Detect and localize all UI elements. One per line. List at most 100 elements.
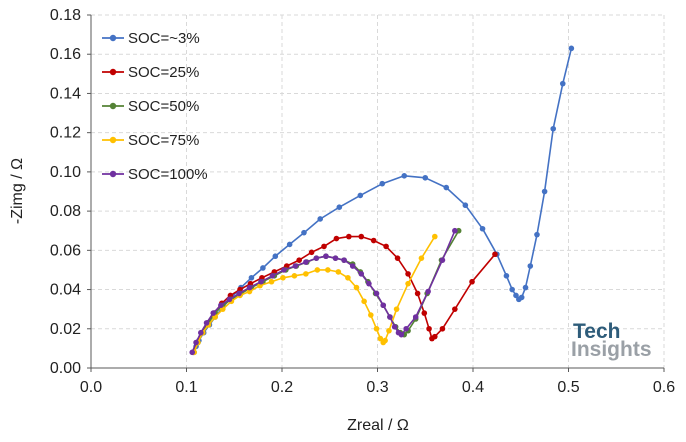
data-point <box>198 329 204 336</box>
logo-insights-text: Insights <box>571 338 652 361</box>
series-layer <box>189 45 575 356</box>
data-point <box>358 233 365 240</box>
data-point <box>403 325 409 332</box>
data-point <box>296 257 302 263</box>
techinsights-logo: Tech Insights <box>571 320 652 361</box>
data-point <box>452 306 458 312</box>
y-tick-label: 0.10 <box>50 164 81 181</box>
data-point <box>272 253 279 260</box>
x-tick-label: 0.3 <box>366 379 388 396</box>
data-point <box>268 278 275 285</box>
data-point <box>414 290 421 297</box>
data-point <box>379 180 386 187</box>
data-point <box>550 125 557 132</box>
logo-tech-text: Tech <box>573 320 620 343</box>
x-tick-label: 0.0 <box>80 379 102 396</box>
data-point <box>522 284 529 291</box>
data-point <box>568 45 575 52</box>
series-5 <box>189 227 458 356</box>
data-point <box>422 174 429 181</box>
data-point <box>358 271 365 277</box>
data-point <box>386 327 392 334</box>
data-point <box>269 273 276 279</box>
legend-label: SOC=100% <box>128 166 208 183</box>
y-tick-label: 0.12 <box>50 125 81 142</box>
data-point <box>462 202 469 209</box>
y-tick-label: 0.14 <box>50 85 81 102</box>
data-point <box>469 278 475 285</box>
data-point <box>281 267 287 273</box>
data-point <box>361 298 367 305</box>
x-tick-label: 0.4 <box>462 379 484 396</box>
data-point <box>325 267 331 273</box>
data-point <box>366 280 372 287</box>
legend-marker <box>109 34 117 42</box>
x-tick-label: 0.1 <box>175 379 197 396</box>
legend-entry: SOC=100% <box>102 166 208 183</box>
data-point <box>373 290 380 297</box>
series-4 <box>191 233 438 356</box>
data-point <box>303 259 309 265</box>
data-point <box>439 257 446 263</box>
data-point <box>394 255 401 261</box>
data-point <box>393 306 400 312</box>
legend-entry: SOC=50% <box>102 98 199 115</box>
data-point <box>286 241 293 248</box>
data-point <box>405 271 411 277</box>
data-point <box>323 253 329 260</box>
data-point <box>357 192 364 199</box>
data-point <box>383 243 389 250</box>
legend-marker <box>109 68 117 76</box>
data-point <box>313 255 320 261</box>
data-point <box>258 278 264 285</box>
data-point <box>321 243 327 250</box>
data-point <box>513 292 519 299</box>
data-point <box>426 325 432 332</box>
data-point <box>370 237 377 244</box>
y-tick-label: 0.18 <box>50 7 81 24</box>
data-point <box>345 274 351 281</box>
data-point <box>303 271 309 277</box>
data-point <box>534 231 540 238</box>
data-point <box>398 331 405 338</box>
data-point <box>443 184 450 191</box>
legend-entry: SOC=~3% <box>102 30 200 47</box>
data-point <box>387 314 393 320</box>
data-point <box>412 314 419 320</box>
data-point <box>421 310 428 316</box>
data-point <box>236 290 242 297</box>
y-axis-title: -Zimg / Ω <box>9 158 26 224</box>
data-point <box>518 294 525 301</box>
data-point <box>377 335 384 342</box>
x-axis-title: Zreal / Ω <box>347 417 409 434</box>
data-point <box>333 235 340 242</box>
data-point <box>452 227 458 234</box>
legend-entry: SOC=25% <box>102 64 199 81</box>
data-point <box>246 288 253 295</box>
y-tick-label: 0.04 <box>50 282 81 299</box>
data-point <box>559 80 566 87</box>
data-point <box>308 249 315 256</box>
data-point <box>292 263 299 269</box>
data-point <box>405 280 411 287</box>
data-point <box>341 257 347 263</box>
data-point <box>203 320 210 326</box>
data-point <box>280 274 286 281</box>
legend-label: SOC=25% <box>128 64 199 81</box>
data-point <box>301 229 307 236</box>
legend-marker <box>109 102 117 110</box>
data-point <box>346 233 352 240</box>
data-point <box>492 251 498 258</box>
y-tick-label: 0.06 <box>50 242 81 259</box>
y-tick-label: 0.00 <box>50 360 81 377</box>
data-point <box>373 325 380 332</box>
data-point <box>291 273 298 279</box>
data-point <box>332 255 339 261</box>
data-point <box>425 288 431 295</box>
data-point <box>189 349 196 356</box>
y-tick-label: 0.08 <box>50 203 81 220</box>
data-point <box>382 337 388 344</box>
x-tick-label: 0.6 <box>653 379 675 396</box>
data-point <box>380 302 387 309</box>
